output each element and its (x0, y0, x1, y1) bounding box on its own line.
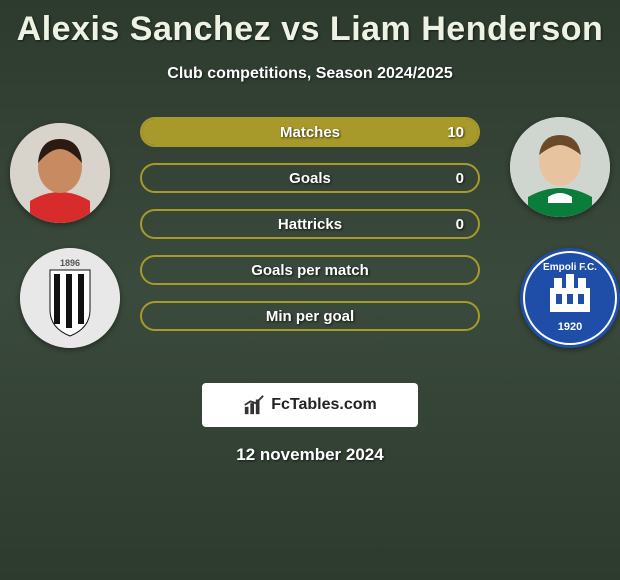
stat-bar: Goals per match (140, 255, 480, 285)
comparison-panel: 1896 Empoli F.C. 1920 Matches10Goals0Hat… (0, 113, 620, 373)
brand-label: FcTables.com (271, 396, 377, 414)
stat-bars: Matches 10 Goals 0 Hattricks 0 Goals per match… (140, 117, 480, 347)
brand-badge: FcTables.com (202, 383, 418, 427)
stat-bar: Goals 0 (140, 163, 480, 193)
club-right-crest-icon: Empoli F.C. 1920 (520, 248, 620, 348)
chart-icon (243, 394, 265, 416)
page-subtitle: Club competitions, Season 2024/2025 (0, 65, 620, 83)
stat-bar: Hattricks 0 (140, 209, 480, 239)
stat-bar-label: Matches (280, 124, 340, 141)
stat-bar: Min per goal (140, 301, 480, 331)
stat-bar: Matches 10 (140, 117, 480, 147)
player-right-portrait-icon (510, 117, 610, 217)
player-left-avatar (10, 123, 110, 223)
stat-bar-value: 0 (456, 216, 464, 233)
stat-bar-label: Goals per match (251, 262, 369, 279)
player-left-portrait-icon (10, 123, 110, 223)
svg-text:1896: 1896 (60, 258, 80, 268)
club-right-crest: Empoli F.C. 1920 (520, 248, 620, 348)
club-left-crest: 1896 (20, 248, 120, 348)
stat-bar-label: Goals (289, 170, 331, 187)
club-left-crest-icon: 1896 (20, 248, 120, 348)
svg-text:1920: 1920 (558, 321, 582, 333)
stat-bar-label: Min per goal (266, 308, 354, 325)
page-date: 12 november 2024 (0, 445, 620, 465)
stat-bar-value: 10 (447, 124, 464, 141)
stat-bar-value: 0 (456, 170, 464, 187)
stat-bar-label: Hattricks (278, 216, 342, 233)
page-title: Alexis Sanchez vs Liam Henderson (0, 0, 620, 49)
player-right-avatar (510, 117, 610, 217)
svg-text:Empoli F.C.: Empoli F.C. (543, 262, 597, 273)
